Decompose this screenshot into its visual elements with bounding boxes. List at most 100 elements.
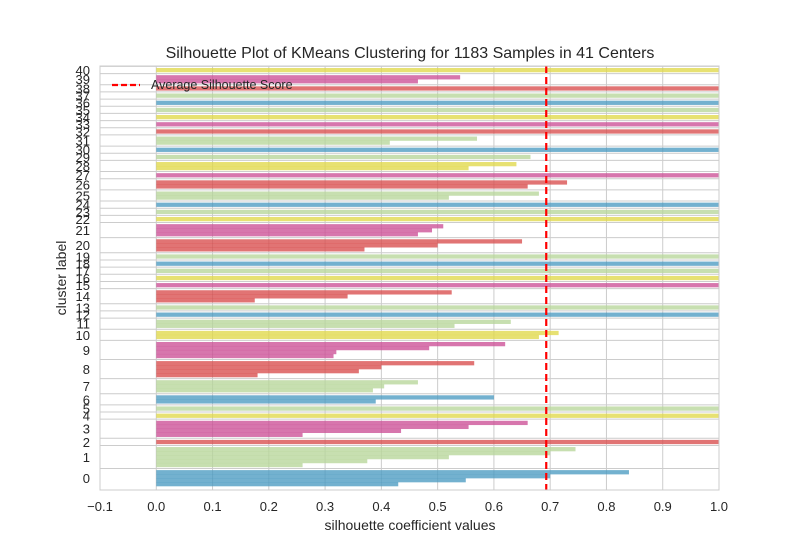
silhouette-bar <box>156 298 255 303</box>
silhouette-bar <box>156 290 452 295</box>
y-tick-label: 16 <box>76 271 90 286</box>
x-tick-label: 0.3 <box>316 499 334 514</box>
silhouette-bar <box>156 180 568 185</box>
silhouette-bar <box>156 93 720 98</box>
y-tick-label: 1 <box>83 450 90 465</box>
y-tick-label: 37 <box>76 88 90 103</box>
silhouette-bar <box>156 380 418 385</box>
y-tick-label: 20 <box>76 238 90 253</box>
silhouette-bar <box>156 239 523 244</box>
silhouette-bar <box>156 369 359 374</box>
y-tick-label: 21 <box>76 223 90 238</box>
silhouette-bar <box>156 154 531 160</box>
silhouette-bar <box>156 294 348 299</box>
y-tick-label: 18 <box>76 257 90 272</box>
legend: Average Silhouette Score <box>112 78 293 92</box>
y-tick-label: 39 <box>76 72 90 87</box>
silhouette-bar <box>156 478 466 483</box>
silhouette-bar <box>156 136 478 141</box>
silhouette-bar <box>156 195 449 200</box>
silhouette-bar <box>156 261 720 266</box>
silhouette-bar <box>156 319 511 324</box>
y-tick-label: 32 <box>76 124 90 139</box>
silhouette-bar <box>156 228 433 233</box>
y-tick-label: 15 <box>76 278 90 293</box>
silhouette-bar <box>156 162 517 167</box>
silhouette-bar <box>156 68 720 73</box>
y-axis-label: cluster label <box>53 241 69 316</box>
silhouette-bar <box>156 341 506 347</box>
silhouette-bar <box>156 413 720 418</box>
y-tick-label: 6 <box>83 392 90 407</box>
silhouette-bar <box>156 323 455 328</box>
silhouette-bar <box>156 365 382 370</box>
silhouette-bar <box>156 147 720 152</box>
silhouette-bar <box>156 428 402 434</box>
y-tick-label: 23 <box>76 205 90 220</box>
silhouette-bar <box>156 395 494 400</box>
y-tick-label: 36 <box>76 96 90 111</box>
x-tick-label: −0.1 <box>87 499 113 514</box>
silhouette-bar <box>156 458 368 464</box>
silhouette-bar <box>156 254 720 259</box>
y-tick-label: 5 <box>83 401 90 416</box>
y-tick-label: 28 <box>76 159 90 174</box>
y-tick-labels: 0123456789101112131415161718192021222324… <box>76 63 90 486</box>
silhouette-bar <box>156 86 720 91</box>
silhouette-bar <box>156 247 365 252</box>
y-tick-label: 33 <box>76 117 90 132</box>
silhouette-bar <box>156 191 539 196</box>
y-tick-label: 25 <box>76 188 90 203</box>
silhouette-bar <box>156 305 720 310</box>
silhouette-bar <box>156 330 559 336</box>
y-tick-label: 14 <box>76 289 90 304</box>
silhouette-bar <box>156 470 629 475</box>
x-tick-label: 0.4 <box>372 499 390 514</box>
x-tick-label: 0.1 <box>204 499 222 514</box>
silhouette-bar <box>156 312 720 317</box>
y-tick-label: 7 <box>83 379 90 394</box>
silhouette-bar <box>156 122 720 127</box>
silhouette-bar <box>156 283 720 288</box>
silhouette-bar <box>156 243 438 248</box>
silhouette-bar <box>156 115 720 120</box>
x-tick-labels: −0.1 0.0 0.1 0.2 0.3 0.4 0.5 0.6 0.7 0.8 0.9 1.0 <box>87 499 728 514</box>
silhouette-bar <box>156 209 720 215</box>
silhouette-bar <box>156 345 430 351</box>
y-tick-label: 19 <box>76 249 90 264</box>
x-tick-label: 0.9 <box>654 499 672 514</box>
y-tick-label: 17 <box>76 264 90 279</box>
legend-label-average: Average Silhouette Score <box>151 78 293 92</box>
y-tick-label: 40 <box>76 63 90 78</box>
y-tick-label: 34 <box>76 110 90 125</box>
y-tick-label: 2 <box>83 435 90 450</box>
silhouette-bar <box>156 184 528 189</box>
y-tick-label: 35 <box>76 103 90 118</box>
silhouette-bar <box>156 451 551 456</box>
silhouette-bar <box>156 268 720 273</box>
silhouette-bar <box>156 216 720 222</box>
y-tick-label: 13 <box>76 300 90 315</box>
y-tick-label: 3 <box>83 422 90 437</box>
y-tick-label: 10 <box>76 328 90 343</box>
x-tick-label: 1.0 <box>710 499 728 514</box>
x-tick-label: 0.7 <box>541 499 559 514</box>
y-tick-label: 0 <box>83 471 90 486</box>
x-tick-label: 0.5 <box>429 499 447 514</box>
silhouette-bar <box>156 275 720 281</box>
y-tick-label: 29 <box>76 150 90 165</box>
silhouette-bar <box>156 474 551 479</box>
silhouette-bar <box>156 79 418 84</box>
silhouette-bar <box>156 384 385 389</box>
silhouette-bar <box>156 349 337 355</box>
silhouette-bar <box>156 361 475 366</box>
silhouette-bar <box>156 224 444 229</box>
y-tick-label: 11 <box>77 317 91 332</box>
silhouette-bar <box>156 173 720 178</box>
silhouette-bar <box>156 202 720 207</box>
silhouette-bars <box>156 68 720 487</box>
silhouette-bar <box>156 129 720 134</box>
x-tick-label: 0.2 <box>260 499 278 514</box>
